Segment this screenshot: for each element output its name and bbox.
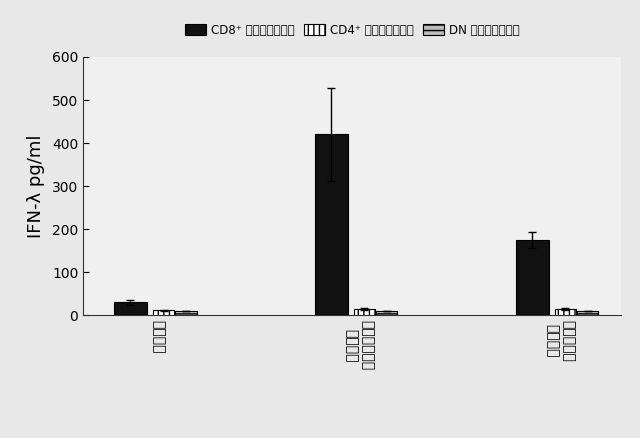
Bar: [175, 311, 196, 315]
Bar: [354, 309, 375, 315]
Bar: [555, 309, 576, 315]
Bar: [114, 302, 147, 315]
Bar: [376, 311, 397, 315]
Y-axis label: IFN-λ pg/ml: IFN-λ pg/ml: [27, 134, 45, 238]
Bar: [315, 134, 348, 315]
Bar: [516, 240, 548, 315]
Bar: [153, 310, 174, 315]
Legend: CD8⁺ 従来型樹状細胞, CD4⁺ 従来型樹状細胞, DN 従来型樹状細胞: CD8⁺ 従来型樹状細胞, CD4⁺ 従来型樹状細胞, DN 従来型樹状細胞: [180, 19, 524, 41]
Bar: [577, 311, 598, 315]
